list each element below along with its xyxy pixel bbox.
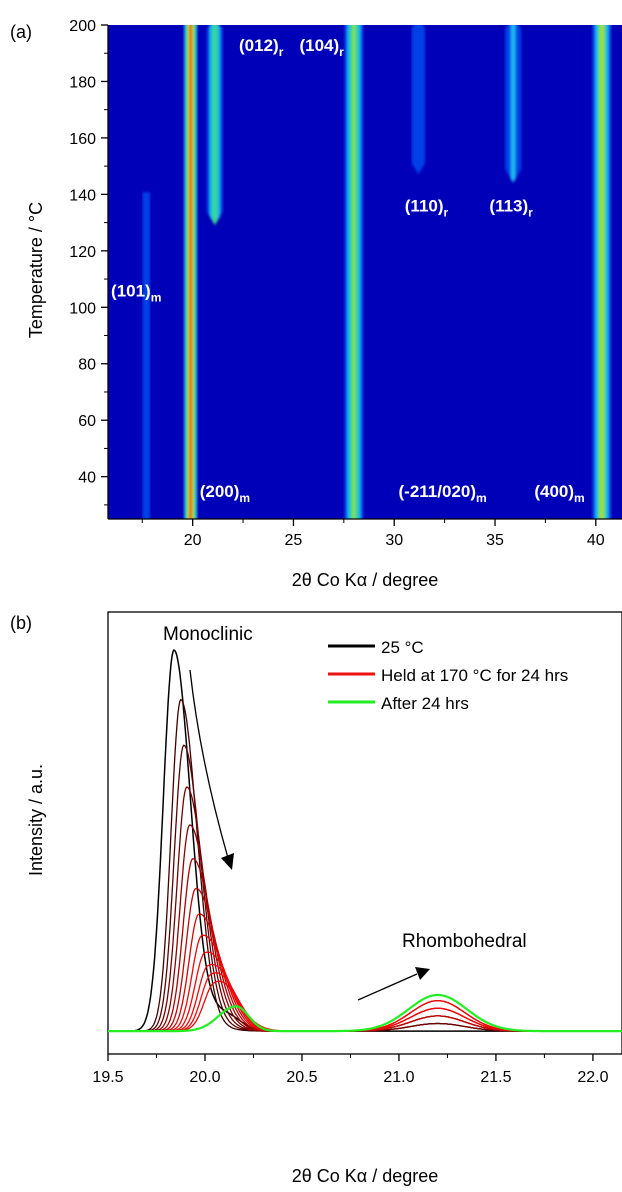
heatmap-band-level xyxy=(145,192,148,519)
panel-b-label: (b) xyxy=(10,613,32,633)
annotation-rhombohedral: Rhombohedral xyxy=(402,931,527,952)
series-line-held xyxy=(108,698,622,1032)
annotation-monoclinic: Monoclinic xyxy=(163,624,253,645)
ticks-b: 19.5 20.0 20.5 21.0 21.5 22.0 xyxy=(92,1054,609,1086)
legend-label-25c: 25 °C xyxy=(381,638,424,657)
heatmap-band-6 xyxy=(505,25,522,183)
series-line-after xyxy=(108,993,622,1033)
decrease-arrow xyxy=(189,669,229,859)
reflection-label: (-211/020)m xyxy=(399,482,487,505)
x-tick-label-a: 40 xyxy=(587,532,605,549)
legend-label-held: Held at 170 °C for 24 hrs xyxy=(381,666,568,685)
heatmap-band-4 xyxy=(344,25,364,519)
heatmap-band-level xyxy=(512,25,515,183)
reflection-label: (113)r xyxy=(489,197,533,220)
series-line-held xyxy=(108,858,622,1032)
intensity-curves xyxy=(108,648,622,1033)
x-tick-label-a: 30 xyxy=(385,532,403,549)
reflection-label: (110)r xyxy=(405,197,449,220)
heatmap-band-level xyxy=(213,25,216,225)
series-line-held xyxy=(108,913,622,1032)
y-tick-label-a: 60 xyxy=(78,413,96,430)
heatmap-band-7 xyxy=(592,25,612,519)
x-tick-label-b: 20.5 xyxy=(286,1069,317,1086)
legend-label-after: After 24 hrs xyxy=(381,694,469,713)
ticks-a: 20 25 30 35 40 40 60 80 100 120 140 160 180 200 xyxy=(69,18,604,549)
reflection-label: (200)m xyxy=(200,482,250,505)
x-tick-label-a: 25 xyxy=(285,532,303,549)
x-tick-label-b: 21.0 xyxy=(383,1069,414,1086)
y-tick-label-a: 200 xyxy=(69,18,96,35)
panel-a-label: (a) xyxy=(10,22,32,42)
plot-frame-b xyxy=(107,611,622,1055)
x-tick-label-b: 22.0 xyxy=(577,1069,608,1086)
y-tick-label-a: 120 xyxy=(69,244,96,261)
heatmap-band-level xyxy=(352,25,355,519)
y-tick-label-a: 180 xyxy=(69,74,96,91)
x-tick-label-a: 35 xyxy=(486,532,504,549)
heatmap-band-level xyxy=(189,25,192,519)
series-line-held xyxy=(108,824,622,1032)
reflection-label: (012)r xyxy=(239,36,284,59)
x-tick-label-b: 19.5 xyxy=(92,1069,123,1086)
legend: 25 °C Held at 170 °C for 24 hrs After 24… xyxy=(328,638,568,713)
y-axis-label-a: Temperature / °C xyxy=(26,202,46,338)
x-axis-label-b: 2θ Co Kα / degree xyxy=(292,1166,439,1186)
heatmap-band-level xyxy=(417,25,420,174)
decrease-arrowhead xyxy=(221,853,234,870)
heatmap-band-1 xyxy=(183,25,198,519)
heatmap-band-0 xyxy=(142,192,151,519)
x-tick-label-a: 20 xyxy=(184,532,202,549)
series-line-25c xyxy=(108,648,622,1032)
y-tick-label-a: 160 xyxy=(69,131,96,148)
x-tick-label-b: 20.0 xyxy=(189,1069,220,1086)
y-tick-label-a: 80 xyxy=(78,357,96,374)
panel-b: (b) 19.5 20.0 20.5 21.0 21.5 22.0 Monoclinic … xyxy=(10,611,622,1186)
heatmap-bands xyxy=(142,25,612,519)
x-axis-label-a: 2θ Co Kα / degree xyxy=(292,570,439,590)
reflection-labels: (101)m (200)m (012)r (104)r (-211/020)m (110)… xyxy=(111,36,585,505)
reflection-label: (101)m xyxy=(111,281,161,304)
heatmap-band-5 xyxy=(411,25,426,174)
reflection-label: (400)m xyxy=(534,482,584,505)
y-tick-label-a: 40 xyxy=(78,470,96,487)
y-tick-label-a: 100 xyxy=(69,300,96,317)
reflection-label: (104)r xyxy=(299,36,344,59)
y-axis-label-b: Intensity / a.u. xyxy=(26,764,46,876)
y-tick-label-a: 140 xyxy=(69,187,96,204)
x-tick-label-b: 21.5 xyxy=(480,1069,511,1086)
panel-a: (a) 20 25 30 35 40 40 60 80 100 120 140 160 180 200 (… xyxy=(10,18,622,590)
heatmap-band-level xyxy=(600,25,603,519)
increase-arrowhead xyxy=(415,967,430,980)
increase-arrow xyxy=(357,973,418,1001)
heatmap-band-2 xyxy=(206,25,223,225)
